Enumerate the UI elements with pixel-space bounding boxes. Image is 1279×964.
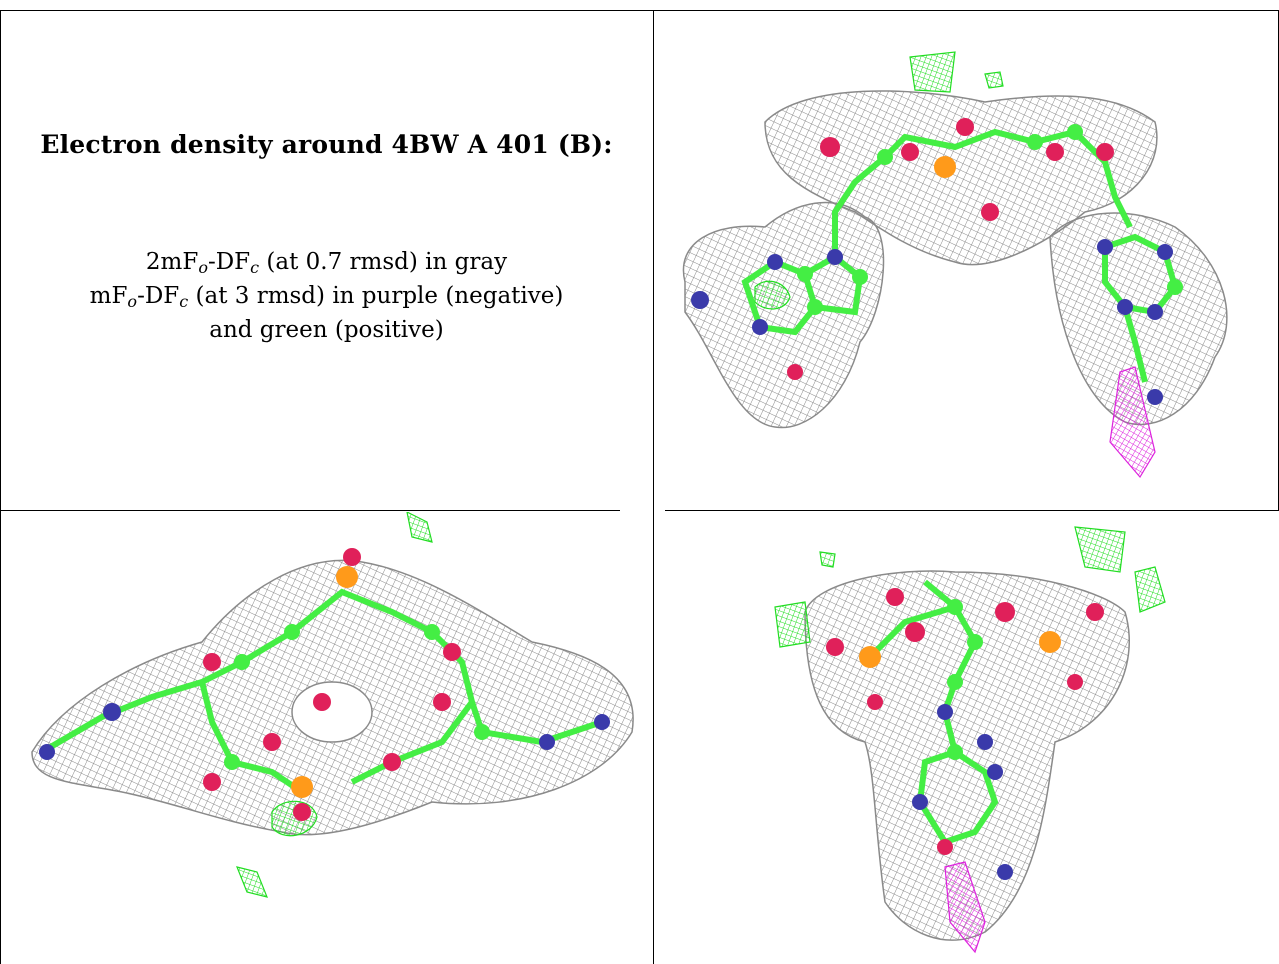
border-middle-horizontal-right	[665, 510, 1279, 511]
description-line-2: mFo-DFc (at 3 rmsd) in purple (negative)	[89, 283, 564, 311]
molecule-density-view-1-icon	[682, 51, 1228, 479]
molecule-density-view-2-icon	[31, 512, 634, 898]
panel-view-bottom-left	[2, 512, 652, 964]
figure-title: Electron density around 4BW A 401 (B):	[40, 130, 613, 159]
border-top	[0, 10, 1279, 11]
description-line-1: 2mFo-DFc (at 0.7 rmsd) in gray	[145, 249, 508, 277]
border-middle-horizontal-left	[0, 510, 620, 511]
molecule-density-view-3-icon	[774, 526, 1166, 954]
caption-cell: Electron density around 4BW A 401 (B): 2…	[0, 10, 653, 510]
description-line-3: and green (positive)	[209, 317, 444, 343]
panel-view-top-right	[655, 12, 1277, 509]
panel-view-bottom-right	[655, 512, 1277, 964]
border-left	[0, 10, 1, 964]
figure-description: 2mFo-DFc (at 0.7 rmsd) in gray mFo-DFc (…	[0, 245, 653, 347]
border-middle-vertical	[653, 10, 654, 964]
